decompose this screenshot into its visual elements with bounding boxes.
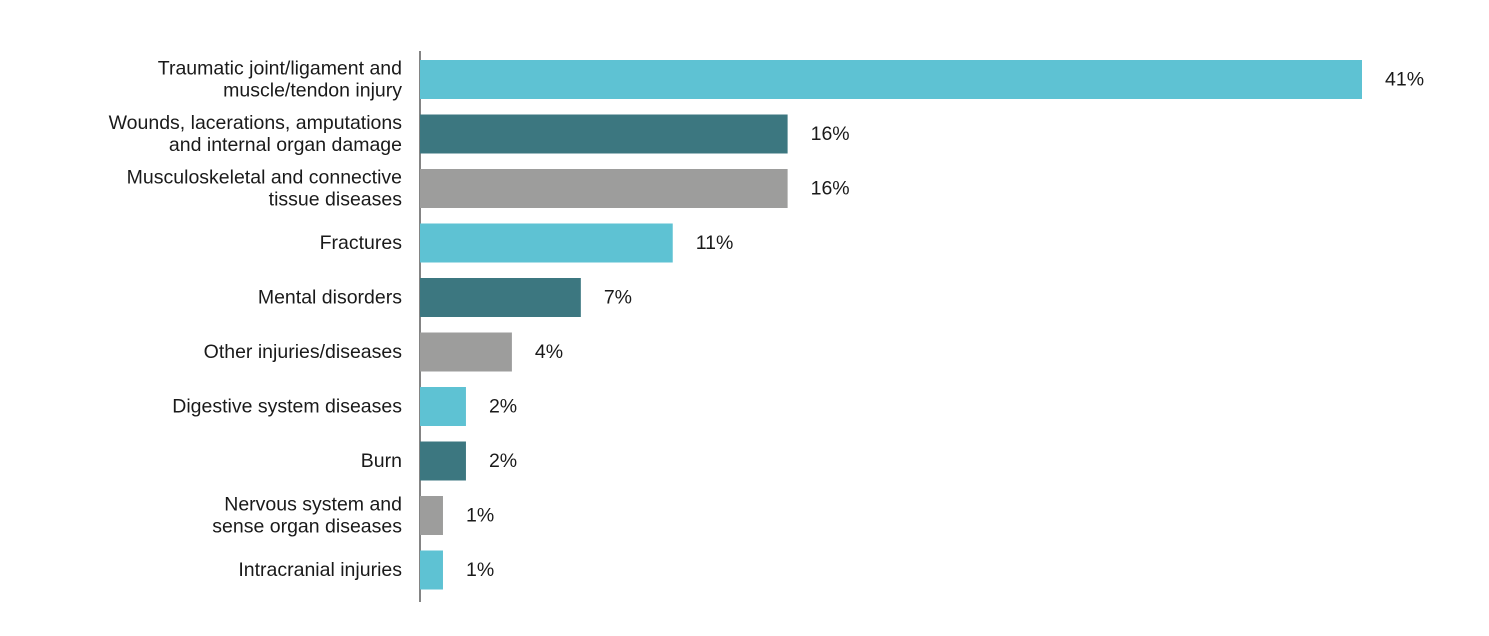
category-label-4-line-0: Mental disorders [258,287,402,309]
bar-7 [420,441,466,481]
category-label-1-line-0: Wounds, lacerations, amputations [109,112,403,134]
category-label-5-line-0: Other injuries/diseases [204,341,403,363]
bars-group [420,60,1362,590]
value-label-0: 41% [1385,69,1424,91]
bar-8 [420,496,443,535]
category-label-8-line-0: Nervous system and [224,494,402,516]
bar-6 [420,387,466,426]
value-label-3: 11% [696,232,734,254]
bar-1 [420,114,788,154]
value-label-4: 7% [604,287,632,309]
value-label-1: 16% [811,123,850,145]
bar-9 [420,550,443,590]
category-label-8-line-1: sense organ diseases [212,516,402,538]
value-label-2: 16% [811,178,850,200]
value-label-7: 2% [489,450,517,472]
category-label-0-line-0: Traumatic joint/ligament and [158,58,402,80]
category-labels-group: Traumatic joint/ligament andmuscle/tendo… [109,58,403,582]
value-labels-group: 41% 16% 16% 11% 7% 4% 2% 2% 1% 1% [466,69,1424,582]
category-label-7-line-0: Burn [361,450,402,472]
value-label-8: 1% [466,505,494,527]
bar-2 [420,169,788,208]
bar-5 [420,332,512,372]
bar-3 [420,223,673,263]
category-label-3-line-0: Fractures [320,232,403,254]
bar-4 [420,278,581,317]
category-label-9-line-0: Intracranial injuries [238,559,402,581]
category-label-2-line-0: Musculoskeletal and connective [127,167,402,189]
category-label-6-line-0: Digestive system diseases [172,396,402,418]
category-label-0-line-1: muscle/tendon injury [223,80,402,102]
value-label-9: 1% [466,559,494,581]
value-label-6: 2% [489,396,517,418]
category-label-1-line-1: and internal organ damage [169,134,402,156]
category-label-2-line-1: tissue diseases [269,189,403,211]
bar-0 [420,60,1362,99]
value-label-5: 4% [535,341,563,363]
